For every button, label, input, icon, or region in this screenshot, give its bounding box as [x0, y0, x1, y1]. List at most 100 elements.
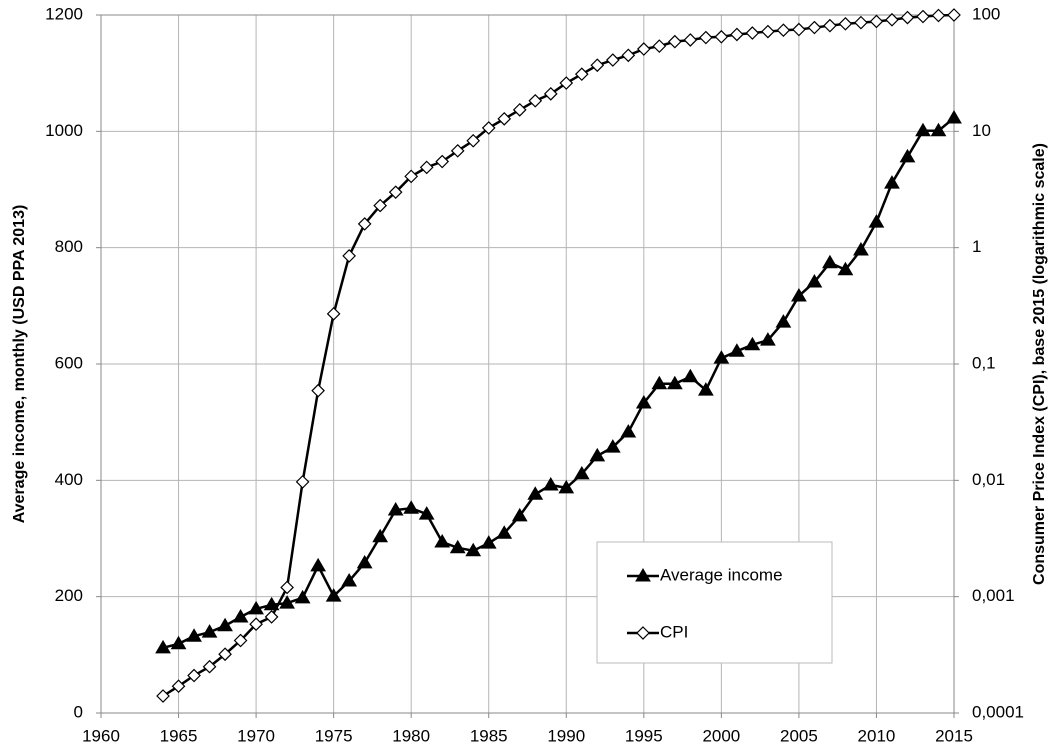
marker — [326, 306, 341, 321]
marker — [279, 595, 295, 609]
marker — [823, 18, 837, 33]
marker — [450, 143, 465, 158]
marker — [916, 9, 930, 24]
marker — [573, 465, 590, 480]
legend-marker — [636, 626, 650, 640]
x-tick-label: 2010 — [858, 726, 896, 745]
y-tick-label: 200 — [55, 586, 83, 605]
marker — [528, 93, 543, 108]
marker — [171, 679, 186, 694]
marker — [218, 647, 232, 662]
marker — [481, 121, 496, 135]
marker — [186, 628, 202, 642]
marker — [465, 542, 482, 557]
marker — [419, 160, 434, 175]
y-tick-label: 800 — [55, 237, 83, 256]
y-tick-label: 1200 — [45, 4, 83, 23]
series-line — [162, 13, 955, 698]
marker — [666, 375, 683, 390]
marker — [838, 16, 853, 31]
marker — [776, 23, 791, 38]
marker — [155, 639, 171, 654]
marker — [248, 600, 264, 615]
marker — [558, 479, 575, 494]
marker — [388, 185, 403, 200]
marker — [946, 109, 962, 124]
marker — [356, 554, 373, 569]
x-tick-label: 1970 — [237, 726, 275, 745]
x-tick-label: 1990 — [547, 726, 585, 745]
marker — [263, 596, 280, 611]
y-tick-label: 1000 — [45, 121, 83, 140]
y2-tick-label: 0,001 — [972, 586, 1015, 605]
marker — [403, 500, 420, 514]
marker — [310, 557, 326, 572]
marker — [187, 668, 201, 683]
marker — [651, 375, 668, 390]
marker — [387, 502, 404, 516]
y-tick-label: 0 — [74, 702, 83, 721]
marker — [713, 350, 730, 364]
marker — [930, 122, 947, 137]
marker — [884, 175, 900, 189]
marker — [590, 58, 605, 73]
marker — [156, 689, 170, 703]
marker — [697, 382, 714, 396]
marker — [822, 254, 838, 269]
marker — [682, 368, 699, 383]
marker — [605, 53, 620, 67]
x-tick-label: 1975 — [315, 726, 353, 745]
y2-tick-label: 10 — [972, 121, 991, 140]
marker — [589, 447, 606, 462]
marker — [745, 26, 760, 40]
series-line — [162, 116, 955, 650]
marker — [325, 588, 342, 602]
marker — [559, 76, 574, 90]
marker — [373, 198, 388, 213]
marker — [885, 12, 899, 27]
legend-marker — [635, 568, 651, 582]
x-tick-label: 2005 — [780, 726, 818, 745]
legend-box — [596, 541, 833, 664]
marker — [511, 507, 528, 522]
marker — [667, 34, 682, 49]
marker — [480, 535, 497, 549]
marker — [791, 287, 807, 302]
marker — [868, 214, 885, 228]
y-axis-label: Average income, monthly (USD PPA 2013) — [11, 205, 28, 524]
marker — [434, 533, 451, 548]
y2-tick-label: 0,1 — [972, 353, 996, 372]
marker — [295, 475, 310, 489]
marker — [232, 609, 249, 623]
marker — [294, 589, 311, 604]
marker — [699, 30, 713, 45]
marker — [730, 27, 744, 42]
marker — [372, 528, 389, 543]
marker — [621, 48, 636, 63]
y2-tick-label: 100 — [972, 4, 1000, 23]
marker — [869, 14, 884, 29]
marker — [760, 332, 776, 346]
marker — [574, 67, 589, 82]
marker — [854, 15, 868, 30]
marker — [233, 633, 248, 648]
marker — [201, 624, 218, 638]
marker — [249, 617, 263, 632]
marker — [775, 314, 792, 328]
x-tick-label: 2000 — [702, 726, 740, 745]
marker — [527, 486, 544, 500]
marker — [404, 169, 419, 184]
legend: Average income CPI — [596, 541, 833, 664]
marker — [792, 22, 806, 37]
marker — [931, 8, 946, 23]
marker — [542, 476, 559, 491]
x-tick-label: 2015 — [935, 726, 973, 745]
marker — [280, 580, 294, 595]
marker — [202, 659, 217, 674]
marker — [900, 10, 915, 25]
y2-tick-label: 0,0001 — [972, 702, 1024, 721]
x-tick-label: 1960 — [82, 726, 120, 745]
marker — [357, 217, 372, 231]
y-tick-label: 400 — [55, 470, 83, 489]
marker — [714, 29, 729, 44]
